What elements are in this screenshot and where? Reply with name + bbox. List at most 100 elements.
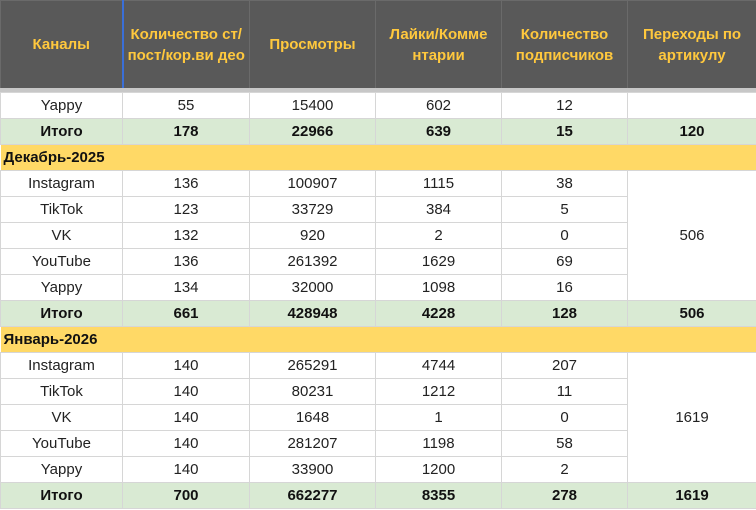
cell-subs[interactable]: 2: [501, 456, 628, 483]
total-clicks[interactable]: 1619: [627, 482, 756, 509]
table-row: TikTok 123 33729 384 5: [0, 196, 756, 223]
cell-posts[interactable]: 136: [122, 170, 250, 197]
cell-views[interactable]: 265291: [249, 352, 376, 379]
cell-posts[interactable]: 140: [122, 378, 250, 405]
frozen-pane-divider[interactable]: [0, 88, 756, 92]
header-subscribers[interactable]: Количество подписчиков: [501, 0, 628, 89]
total-likes[interactable]: 639: [375, 118, 502, 145]
total-subs[interactable]: 278: [501, 482, 628, 509]
header-article-clicks[interactable]: Переходы по артикулу: [627, 0, 756, 89]
cell-posts[interactable]: 136: [122, 248, 250, 275]
cell-subs[interactable]: 16: [501, 274, 628, 301]
cell-channel[interactable]: Instagram: [0, 170, 123, 197]
cell-channel[interactable]: Yappy: [0, 92, 123, 119]
header-likes-comments[interactable]: Лайки/Комме нтарии: [375, 0, 502, 89]
total-posts[interactable]: 700: [122, 482, 250, 509]
cell-subs[interactable]: 11: [501, 378, 628, 405]
cell-likes[interactable]: 1: [375, 404, 502, 431]
total-label[interactable]: Итого: [0, 118, 123, 145]
cell-channel[interactable]: YouTube: [0, 248, 123, 275]
cell-views[interactable]: 33900: [249, 456, 376, 483]
total-row: Итого 700 662277 8355 278 1619: [0, 482, 756, 509]
cell-subs[interactable]: 38: [501, 170, 628, 197]
cell-subs[interactable]: 12: [501, 92, 628, 119]
cell-channel[interactable]: TikTok: [0, 378, 123, 405]
cell-subs[interactable]: 5: [501, 196, 628, 223]
month-row-december: Декабрь-2025: [0, 144, 756, 171]
cell-likes[interactable]: 1212: [375, 378, 502, 405]
total-views[interactable]: 428948: [249, 300, 376, 327]
header-views[interactable]: Просмотры: [249, 0, 376, 89]
cell-channel[interactable]: VK: [0, 404, 123, 431]
month-title[interactable]: Январь-2026: [0, 326, 756, 353]
header-channels[interactable]: Каналы: [0, 0, 124, 89]
header-table: Каналы Количество ст/пост/кор.ви деo Про…: [0, 0, 756, 89]
cell-posts[interactable]: 123: [122, 196, 250, 223]
cell-views[interactable]: 15400: [249, 92, 376, 119]
cell-channel[interactable]: Yappy: [0, 274, 123, 301]
table-row: YouTube 140 281207 1198 58: [0, 430, 756, 457]
total-subs[interactable]: 128: [501, 300, 628, 327]
total-views[interactable]: 662277: [249, 482, 376, 509]
cell-subs[interactable]: 69: [501, 248, 628, 275]
total-posts[interactable]: 178: [122, 118, 250, 145]
cell-views[interactable]: 281207: [249, 430, 376, 457]
total-posts[interactable]: 661: [122, 300, 250, 327]
cell-posts[interactable]: 140: [122, 456, 250, 483]
table-row: VK 140 1648 1 0: [0, 404, 756, 431]
cell-likes[interactable]: 602: [375, 92, 502, 119]
cell-likes[interactable]: 384: [375, 196, 502, 223]
cell-posts[interactable]: 140: [122, 404, 250, 431]
table-row: Instagram 140 265291 4744 207 1619: [0, 352, 756, 483]
total-likes[interactable]: 8355: [375, 482, 502, 509]
cell-subs[interactable]: 58: [501, 430, 628, 457]
cell-channel[interactable]: Instagram: [0, 352, 123, 379]
cell-clicks-merged[interactable]: 1619: [627, 352, 756, 483]
cell-likes[interactable]: 1200: [375, 456, 502, 483]
cell-likes[interactable]: 1098: [375, 274, 502, 301]
total-label[interactable]: Итого: [0, 300, 123, 327]
cell-likes[interactable]: 2: [375, 222, 502, 249]
cell-posts[interactable]: 132: [122, 222, 250, 249]
cell-posts[interactable]: 140: [122, 430, 250, 457]
table-row: Yappy 140 33900 1200 2: [0, 456, 756, 483]
total-row: Итого 661 428948 4228 128 506: [0, 300, 756, 327]
total-clicks[interactable]: 506: [627, 300, 756, 327]
cell-views[interactable]: 100907: [249, 170, 376, 197]
total-label[interactable]: Итого: [0, 482, 123, 509]
cell-likes[interactable]: 1115: [375, 170, 502, 197]
table-row: YouTube 136 261392 1629 69: [0, 248, 756, 275]
table-row: Yappy 134 32000 1098 16: [0, 274, 756, 301]
cell-clicks-merged[interactable]: 506: [627, 170, 756, 301]
cell-subs[interactable]: 207: [501, 352, 628, 379]
total-clicks[interactable]: 120: [627, 118, 756, 145]
data-table: Yappy 55 15400 602 12 Итого 178 22966 63…: [0, 92, 756, 509]
cell-views[interactable]: 1648: [249, 404, 376, 431]
cell-subs[interactable]: 0: [501, 222, 628, 249]
cell-channel[interactable]: Yappy: [0, 456, 123, 483]
cell-views[interactable]: 33729: [249, 196, 376, 223]
total-views[interactable]: 22966: [249, 118, 376, 145]
table-row: VK 132 920 2 0: [0, 222, 756, 249]
table-row: Instagram 136 100907 1115 38 506: [0, 170, 756, 301]
cell-posts[interactable]: 140: [122, 352, 250, 379]
cell-likes[interactable]: 1629: [375, 248, 502, 275]
cell-views[interactable]: 32000: [249, 274, 376, 301]
cell-likes[interactable]: 4744: [375, 352, 502, 379]
cell-subs[interactable]: 0: [501, 404, 628, 431]
month-title[interactable]: Декабрь-2025: [0, 144, 756, 171]
cell-channel[interactable]: YouTube: [0, 430, 123, 457]
cell-posts[interactable]: 134: [122, 274, 250, 301]
cell-clicks[interactable]: [627, 92, 756, 119]
total-subs[interactable]: 15: [501, 118, 628, 145]
cell-channel[interactable]: TikTok: [0, 196, 123, 223]
cell-channel[interactable]: VK: [0, 222, 123, 249]
cell-posts[interactable]: 55: [122, 92, 250, 119]
cell-views[interactable]: 80231: [249, 378, 376, 405]
cell-views[interactable]: 261392: [249, 248, 376, 275]
total-likes[interactable]: 4228: [375, 300, 502, 327]
header-posts[interactable]: Количество ст/пост/кор.ви деo: [122, 0, 250, 89]
cell-likes[interactable]: 1198: [375, 430, 502, 457]
cell-views[interactable]: 920: [249, 222, 376, 249]
